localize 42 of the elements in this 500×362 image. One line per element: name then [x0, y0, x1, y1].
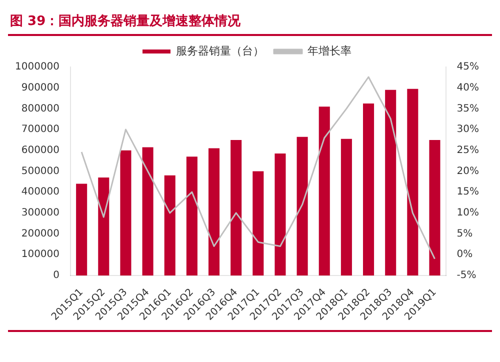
- y-tick-label: 100000: [21, 249, 60, 260]
- y2-tick-label: 5%: [456, 228, 473, 240]
- y-tick-label: 300000: [21, 208, 60, 219]
- y-tick-label: 0: [53, 270, 60, 282]
- y-tick-label: 700000: [21, 124, 60, 136]
- chart-title: 图 39：国内服务器销量及增速整体情况: [8, 8, 492, 36]
- bar: [230, 140, 242, 276]
- y-tick-label: 200000: [21, 228, 60, 240]
- bar: [429, 140, 440, 276]
- y-tick-label: 1000000: [14, 62, 60, 73]
- bar: [385, 90, 396, 276]
- y2-tick-label: 25%: [456, 144, 480, 156]
- bar: [208, 148, 220, 276]
- y2-tick-label: 40%: [456, 82, 480, 94]
- bar: [164, 175, 176, 276]
- y2-tick-label: 20%: [456, 166, 480, 177]
- bar: [340, 138, 352, 276]
- y-tick-label: 900000: [21, 82, 60, 94]
- y-tick-label: 500000: [21, 166, 60, 177]
- bar: [407, 88, 418, 276]
- y2-tick-label: 15%: [456, 186, 480, 198]
- y-tick-label: 800000: [21, 103, 60, 114]
- bar: [318, 106, 330, 276]
- bar: [186, 156, 198, 276]
- bar: [274, 154, 286, 276]
- bar: [252, 171, 264, 276]
- y-tick-label: 600000: [21, 144, 60, 156]
- y2-tick-label: 35%: [456, 103, 480, 114]
- bar: [142, 147, 154, 276]
- legend-label: 年增长率: [308, 44, 352, 58]
- legend-label: 服务器销量（台）: [176, 44, 264, 58]
- y-tick-label: 400000: [21, 186, 60, 198]
- bar: [296, 136, 308, 276]
- y2-tick-label: 30%: [456, 124, 480, 136]
- bar: [363, 103, 374, 276]
- y2-tick-label: -5%: [456, 270, 476, 282]
- bar: [76, 184, 88, 276]
- bar: [98, 177, 110, 276]
- y2-tick-label: 0%: [456, 249, 473, 260]
- y2-tick-label: 45%: [456, 62, 480, 73]
- bar: [120, 150, 132, 276]
- y2-tick-label: 10%: [456, 208, 480, 219]
